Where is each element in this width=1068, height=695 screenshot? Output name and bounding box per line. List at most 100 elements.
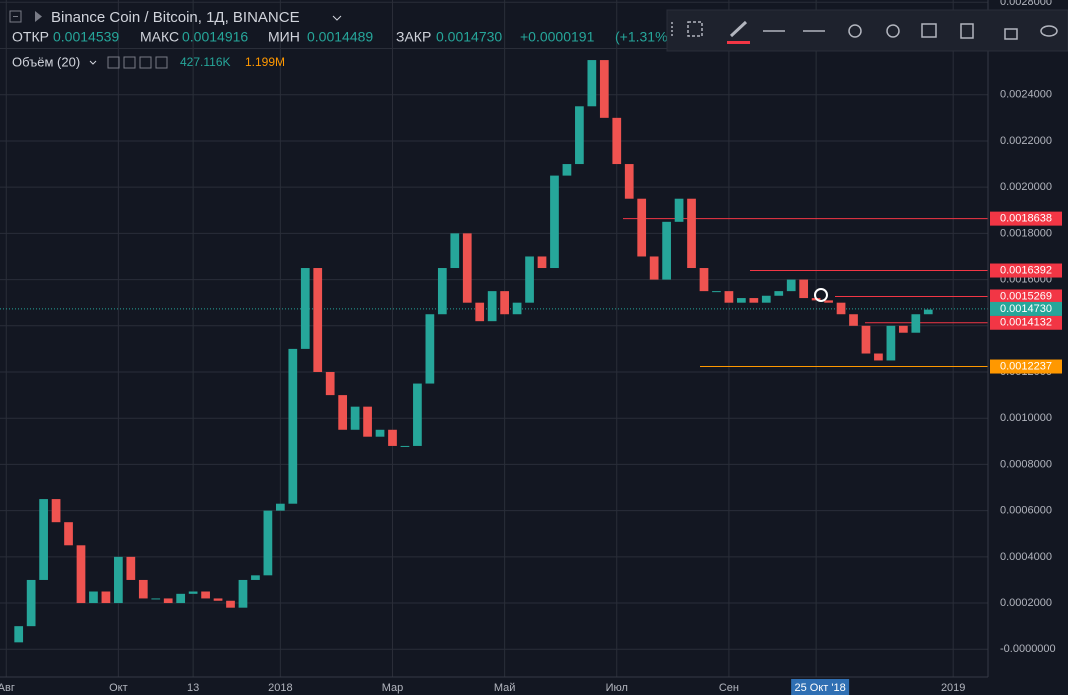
- pen-tool[interactable]: [729, 20, 748, 38]
- candle: [512, 302, 522, 315]
- candle: [674, 198, 684, 222]
- candle: [562, 164, 572, 176]
- candle: [51, 499, 61, 523]
- layer-tool[interactable]: [921, 23, 937, 38]
- candle: [201, 591, 210, 599]
- candle: [724, 291, 734, 303]
- candle: [114, 556, 123, 604]
- candle: [14, 626, 24, 643]
- close-value: 0.0014730: [436, 29, 502, 45]
- x-tick-label: Окт: [109, 682, 128, 694]
- y-tick-label: 0.0004000: [1000, 551, 1052, 563]
- candle: [799, 279, 809, 299]
- collapse-button[interactable]: [9, 10, 22, 23]
- select-tool[interactable]: [687, 21, 703, 37]
- x-tick-label: 2019: [941, 682, 965, 694]
- y-tick-label: 0.0028000: [1000, 0, 1052, 8]
- level-label: 0.0018638: [1000, 213, 1052, 225]
- candle: [462, 233, 472, 303]
- x-tick-label: 13: [187, 682, 199, 694]
- candle: [687, 198, 696, 269]
- candle: [886, 325, 896, 361]
- candle: [251, 575, 260, 580]
- drawing-handle[interactable]: [814, 288, 828, 302]
- crosshair-date-bg: [791, 679, 850, 695]
- candle: [861, 325, 871, 354]
- candle: [786, 279, 796, 292]
- candle: [612, 117, 622, 165]
- candle: [737, 298, 746, 303]
- level-label-bg: [990, 263, 1062, 278]
- candle: [76, 545, 86, 604]
- x-tick-label: Мар: [382, 682, 404, 694]
- x-tick-label: 2018: [268, 682, 292, 694]
- candle: [39, 499, 48, 580]
- y-tick-label: 0.0002000: [1000, 597, 1052, 609]
- lock-tool[interactable]: [1004, 28, 1018, 40]
- settings-tool[interactable]: [848, 24, 862, 38]
- candle: [662, 221, 671, 280]
- settings-button[interactable]: [123, 56, 136, 69]
- candle: [450, 233, 460, 269]
- volume-buttons: [107, 56, 168, 69]
- pen-color: [727, 41, 750, 44]
- candle: [350, 406, 360, 430]
- add-button[interactable]: [139, 56, 152, 69]
- candle: [288, 348, 298, 504]
- candle: [712, 291, 721, 293]
- candle: [637, 198, 647, 257]
- candle: [89, 591, 98, 604]
- candle: [898, 325, 908, 333]
- volume-value: 427.116K: [180, 55, 231, 69]
- volume-label[interactable]: Объём (20): [12, 54, 80, 69]
- candle: [275, 503, 285, 511]
- volume-ma-value: 1.199M: [245, 55, 285, 69]
- open-label: ОТКР: [12, 29, 49, 45]
- last-price-bg: [990, 301, 1062, 316]
- candle: [238, 579, 248, 608]
- y-tick-label: 0.0010000: [1000, 412, 1052, 424]
- level-label-bg: [990, 289, 1062, 304]
- symbol-title[interactable]: Binance Coin / Bitcoin, 1Д, BINANCE: [51, 9, 300, 26]
- candle: [624, 164, 634, 199]
- y-tick-label: 0.0008000: [1000, 458, 1052, 470]
- y-tick-label: 0.0022000: [1000, 135, 1052, 147]
- candle: [749, 298, 759, 303]
- candle: [151, 598, 161, 600]
- candle: [836, 302, 846, 315]
- candle: [761, 295, 771, 303]
- eye-button[interactable]: [107, 56, 120, 69]
- alert-tool[interactable]: [886, 24, 900, 38]
- candle: [824, 300, 833, 303]
- x-tick-label: Авг: [0, 682, 15, 694]
- candle: [226, 600, 235, 608]
- candle: [437, 268, 447, 315]
- candle: [313, 268, 323, 373]
- symbol-icon: [35, 11, 42, 22]
- high-value: 0.0014916: [182, 29, 248, 45]
- toolbar-bg: [666, 9, 1068, 52]
- level-label: 0.0016392: [1000, 264, 1052, 276]
- candle: [500, 291, 509, 315]
- level-label: 0.0012237: [1000, 360, 1052, 372]
- candle: [101, 591, 111, 604]
- candle: [487, 291, 497, 322]
- visibility-tool[interactable]: [1040, 25, 1058, 37]
- y-tick-label: -0.0000000: [1000, 643, 1056, 655]
- symbol-dropdown[interactable]: [332, 15, 342, 21]
- clone-tool[interactable]: [960, 23, 974, 39]
- level-label-bg: [990, 315, 1062, 330]
- close-label: ЗАКР: [396, 29, 431, 45]
- candle: [525, 256, 534, 303]
- candle: [126, 556, 136, 580]
- candle: [874, 353, 883, 361]
- candle: [587, 60, 597, 107]
- grid: [0, 0, 988, 677]
- candle: [213, 598, 223, 601]
- remove-button[interactable]: [155, 56, 168, 69]
- candle: [400, 445, 410, 447]
- plot: [0, 60, 988, 643]
- high-label: МАКС: [140, 29, 179, 45]
- volume-dropdown[interactable]: [89, 60, 97, 65]
